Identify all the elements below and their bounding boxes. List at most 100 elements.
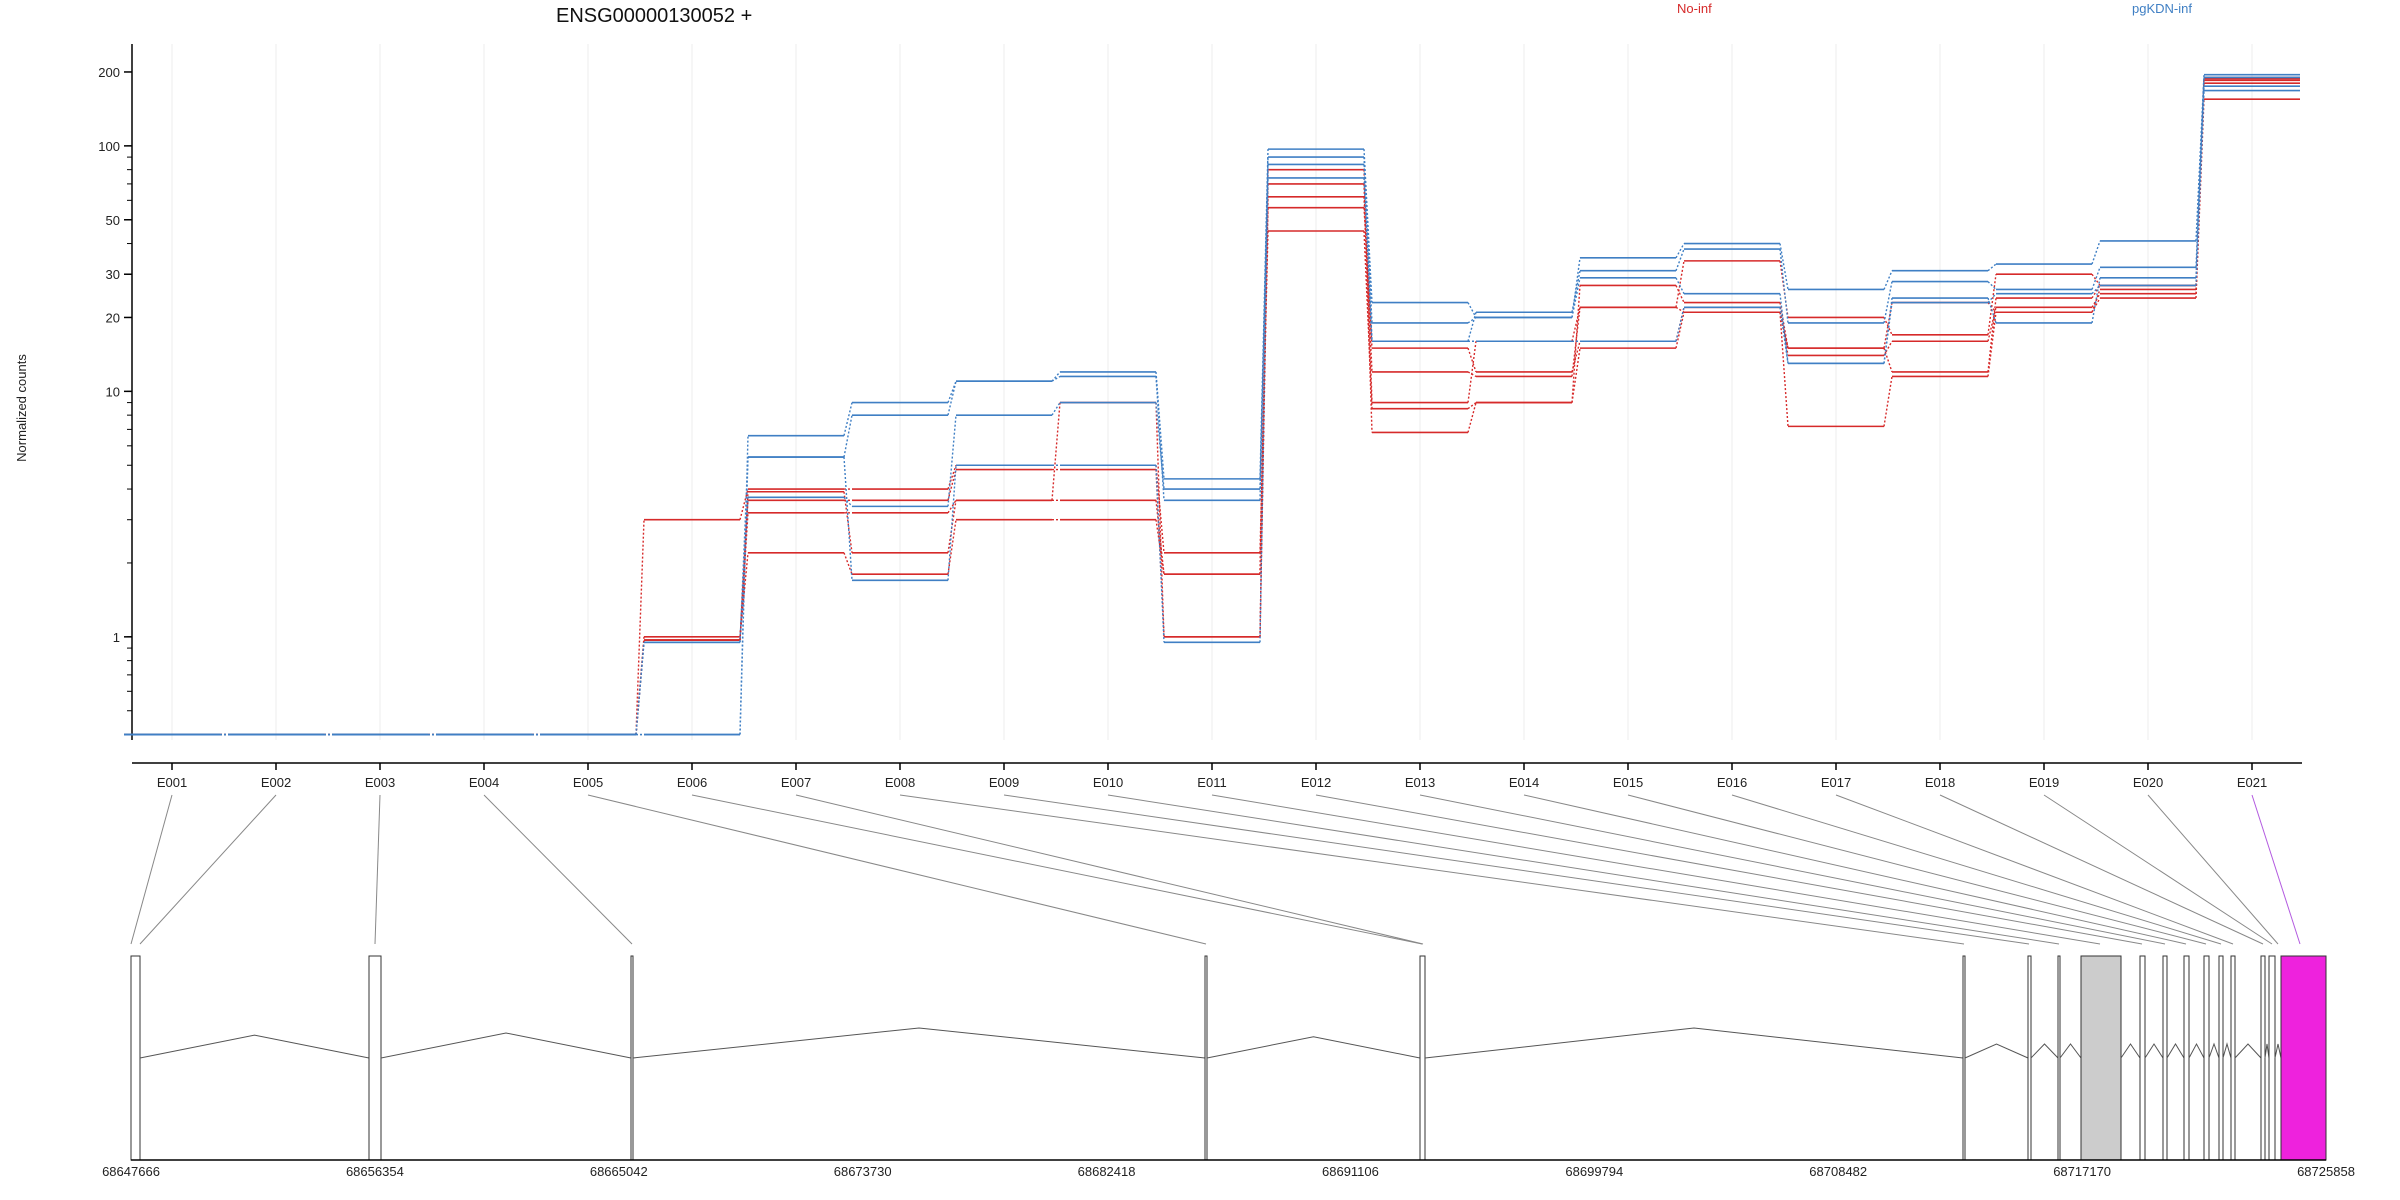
exon-block xyxy=(630,955,634,1161)
connector xyxy=(947,499,957,514)
series-no-inf-5 xyxy=(124,77,2300,736)
exon-block xyxy=(2057,955,2061,1161)
connector xyxy=(1467,402,1477,410)
x-axis: E001 E002 E003 E004 E005 E006 E007 E008 E009 E010… xyxy=(132,762,2302,790)
exon-link xyxy=(691,794,1423,945)
connector xyxy=(739,488,749,520)
x-tick-label: E014 xyxy=(1509,775,1539,790)
coordinate-label: 68673730 xyxy=(834,1164,892,1179)
connector xyxy=(843,552,853,575)
exon-link xyxy=(374,794,381,945)
connector xyxy=(1571,277,1581,318)
exon-link xyxy=(1419,794,2166,945)
exon-block xyxy=(2162,955,2168,1161)
x-tick-label: E008 xyxy=(885,775,915,790)
connector xyxy=(1779,248,1789,324)
connector xyxy=(1675,243,1685,259)
connector xyxy=(1467,302,1477,318)
exon-link xyxy=(483,794,633,945)
x-tick-label: E007 xyxy=(781,775,811,790)
intron-line xyxy=(2144,1043,2164,1059)
connector xyxy=(1987,263,1997,272)
coordinate-label: 68656354 xyxy=(346,1164,404,1179)
connector xyxy=(947,381,957,416)
connector xyxy=(947,469,957,501)
exon-block xyxy=(2027,955,2032,1161)
exon-block xyxy=(1962,955,1966,1161)
connector xyxy=(1363,177,1373,342)
connector xyxy=(843,402,853,436)
exon-link xyxy=(1523,794,2187,945)
connector xyxy=(1259,149,1269,479)
connector xyxy=(1675,307,1685,342)
connector xyxy=(1779,312,1789,427)
connector xyxy=(1883,376,1893,427)
connector xyxy=(1155,402,1165,490)
connector xyxy=(1987,293,1997,304)
exon-link xyxy=(139,794,277,945)
exon-block xyxy=(130,955,141,1161)
y-axis: 1 10 20 30 50 100 200 xyxy=(98,44,133,740)
exon-link xyxy=(1835,794,2234,945)
connector xyxy=(2091,293,2101,308)
intron-line xyxy=(380,1032,632,1059)
coordinate-label: 68691106 xyxy=(1322,1164,1379,1179)
coordinate-label: 68717170 xyxy=(2053,1164,2111,1179)
x-tick-label: E009 xyxy=(989,775,1019,790)
connector xyxy=(2091,297,2101,313)
connector xyxy=(843,457,853,581)
exon-link xyxy=(1939,794,2264,945)
exon-block xyxy=(2218,955,2224,1161)
connector xyxy=(1675,285,1685,303)
series-pgkdn-inf-9 xyxy=(124,89,2300,736)
intron-line xyxy=(139,1034,370,1059)
intron-line xyxy=(2222,1042,2232,1059)
coordinate-label: 68647666 xyxy=(102,1164,160,1179)
connector xyxy=(1883,347,1893,373)
exon-link xyxy=(1003,794,2030,945)
connector xyxy=(843,415,853,458)
legend-label-no-inf: No-inf xyxy=(1677,1,1712,16)
x-tick-label: E010 xyxy=(1093,775,1123,790)
connector xyxy=(1363,183,1373,433)
connector xyxy=(1467,347,1477,373)
connector xyxy=(1155,371,1165,479)
x-tick-label: E004 xyxy=(469,775,499,790)
connector xyxy=(2091,284,2101,295)
connector xyxy=(1571,270,1581,313)
x-tick-label: E021 xyxy=(2237,775,2267,790)
connector xyxy=(635,519,645,735)
connector xyxy=(1155,402,1165,637)
exon-block xyxy=(2260,955,2266,1161)
connector xyxy=(1987,307,1997,342)
connector xyxy=(947,519,957,575)
connector xyxy=(1675,277,1685,294)
x-tick-label: E003 xyxy=(365,775,395,790)
intron-line xyxy=(2234,1043,2262,1059)
connector xyxy=(1987,297,1997,372)
y-tick-label: 20 xyxy=(106,310,120,325)
gene-model: 68647666 68656354 68665042 68673730 68682418… xyxy=(102,955,2355,1179)
connector xyxy=(739,497,749,643)
connector xyxy=(1883,281,1893,324)
coordinate-label: 68699794 xyxy=(1565,1164,1623,1179)
exon-block xyxy=(2268,955,2276,1161)
connector xyxy=(1467,312,1477,342)
connector xyxy=(1363,169,1373,403)
connector xyxy=(1987,312,1997,377)
grid-layer xyxy=(171,44,2253,740)
exon-link xyxy=(1315,794,2143,945)
exon-block xyxy=(368,955,382,1161)
connector xyxy=(1987,297,1997,324)
exon-block xyxy=(1204,955,1208,1161)
x-tick-label: E016 xyxy=(1717,775,1747,790)
connector xyxy=(2195,90,2205,286)
x-tick-label: E012 xyxy=(1301,775,1331,790)
connector xyxy=(1155,465,1165,553)
connector xyxy=(1675,312,1685,349)
y-tick-label: 100 xyxy=(98,139,120,154)
exon-link xyxy=(795,794,1424,945)
exon-block xyxy=(2230,955,2236,1161)
exon-link xyxy=(1211,794,2101,945)
